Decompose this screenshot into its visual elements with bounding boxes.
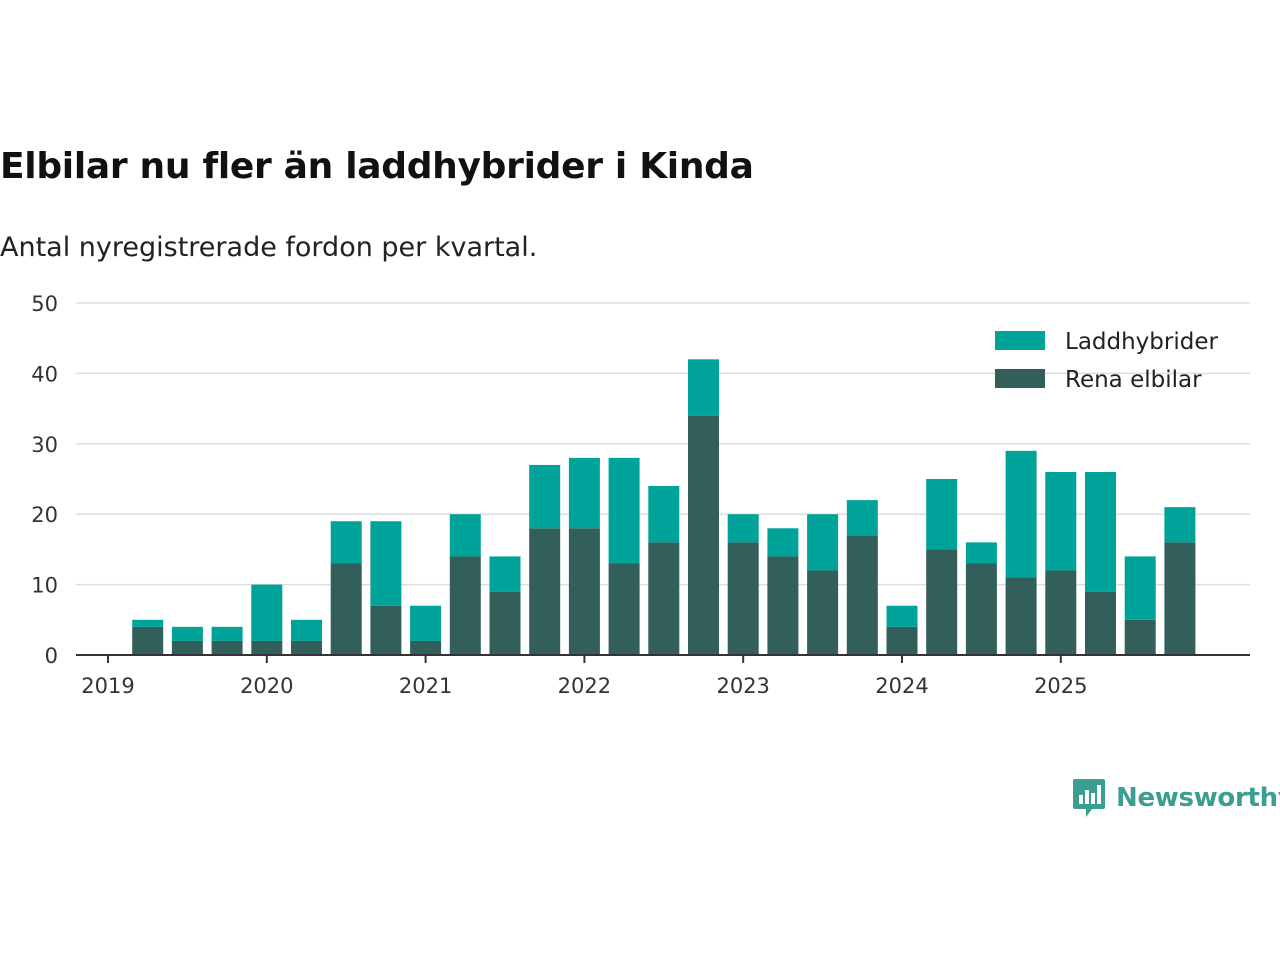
bar-laddhybrider-2024-q1 <box>886 605 918 627</box>
legend-swatch-rena-elbilar <box>995 369 1045 388</box>
bar-laddhybrider-2023-q1 <box>727 514 759 543</box>
x-tick-label-2020: 2020 <box>240 674 293 698</box>
newsworthy-logo-text: Newsworthy <box>1116 783 1280 813</box>
bar-laddhybrider-2021-q3 <box>489 556 521 592</box>
bar-rena-elbilar-2023-q4 <box>846 535 878 655</box>
legend-label-laddhybrider: Laddhybrider <box>1065 329 1218 355</box>
bar-laddhybrider-2025-q4 <box>1164 507 1196 543</box>
bar-laddhybrider-2020-q3 <box>330 521 362 564</box>
bar-rena-elbilar-2025-q3 <box>1124 619 1156 655</box>
x-tick-label-2024: 2024 <box>875 674 928 698</box>
bar-laddhybrider-2019-q2 <box>132 619 164 627</box>
bar-rena-elbilar-2021-q2 <box>449 556 481 655</box>
bar-laddhybrider-2021-q2 <box>449 514 481 557</box>
bar-laddhybrider-2022-q2 <box>608 457 640 564</box>
newsworthy-logo-icon <box>1073 779 1105 817</box>
bar-rena-elbilar-2023-q1 <box>727 542 759 655</box>
bars <box>132 359 1196 655</box>
stacked-bar-chart: 0 10 20 30 40 50 2019 2020 2021 2022 2023 2024 2025… <box>31 292 1250 698</box>
bar-rena-elbilar-2023-q3 <box>807 570 839 655</box>
bar-rena-elbilar-2024-q3 <box>965 563 997 655</box>
bar-rena-elbilar-2021-q4 <box>529 528 561 655</box>
bar-laddhybrider-2025-q1 <box>1045 471 1077 571</box>
bar-laddhybrider-2022-q3 <box>648 486 680 543</box>
bar-rena-elbilar-2022-q4 <box>688 415 719 655</box>
bar-rena-elbilar-2020-q2 <box>291 640 322 655</box>
bar-rena-elbilar-2023-q2 <box>767 556 799 655</box>
y-axis-ticks: 0 10 20 30 40 50 <box>31 292 58 668</box>
y-tick-label-30: 30 <box>31 433 58 457</box>
bar-laddhybrider-2023-q2 <box>767 528 799 557</box>
x-tick-label-2022: 2022 <box>558 674 611 698</box>
bar-rena-elbilar-2025-q4 <box>1164 542 1196 655</box>
bar-laddhybrider-2024-q3 <box>965 542 997 564</box>
bar-laddhybrider-2021-q4 <box>529 464 561 529</box>
bar-rena-elbilar-2022-q3 <box>648 542 680 655</box>
bar-laddhybrider-2025-q2 <box>1085 471 1116 592</box>
bar-rena-elbilar-2020-q4 <box>370 605 402 655</box>
bar-rena-elbilar-2022-q1 <box>568 528 600 655</box>
bar-laddhybrider-2019-q3 <box>171 626 203 641</box>
y-tick-label-0: 0 <box>45 644 58 668</box>
bar-laddhybrider-2022-q1 <box>568 457 600 529</box>
chart-subtitle: Antal nyregistrerade fordon per kvartal. <box>0 232 538 263</box>
bar-rena-elbilar-2021-q3 <box>489 591 521 655</box>
bar-rena-elbilar-2019-q4 <box>211 640 243 655</box>
bar-laddhybrider-2020-q4 <box>370 521 402 606</box>
x-axis-ticks: 2019 2020 2021 2022 2023 2024 2025 <box>81 655 1088 698</box>
legend-swatch-laddhybrider <box>995 331 1045 350</box>
bar-laddhybrider-2024-q2 <box>926 479 958 550</box>
x-tick-label-2025: 2025 <box>1034 674 1087 698</box>
bar-rena-elbilar-2020-q3 <box>330 563 362 655</box>
x-tick-label-2021: 2021 <box>399 674 452 698</box>
bar-rena-elbilar-2022-q2 <box>608 563 640 655</box>
legend-label-rena-elbilar: Rena elbilar <box>1065 367 1202 393</box>
bar-rena-elbilar-2025-q1 <box>1045 570 1077 655</box>
bar-laddhybrider-2019-q4 <box>211 626 243 641</box>
bar-laddhybrider-2025-q3 <box>1124 556 1156 620</box>
bar-rena-elbilar-2021-q1 <box>410 640 442 655</box>
chart-title: Elbilar nu fler än laddhybrider i Kinda <box>0 146 754 187</box>
x-tick-label-2023: 2023 <box>716 674 769 698</box>
x-tick-label-2019: 2019 <box>81 674 134 698</box>
bar-laddhybrider-2021-q1 <box>410 605 442 641</box>
bar-rena-elbilar-2024-q1 <box>886 626 918 655</box>
bar-laddhybrider-2020-q2 <box>291 619 322 641</box>
bar-laddhybrider-2024-q4 <box>1005 450 1037 578</box>
bar-rena-elbilar-2025-q2 <box>1085 591 1116 655</box>
bar-laddhybrider-2022-q4 <box>688 359 719 416</box>
bar-laddhybrider-2020-q1 <box>251 584 283 641</box>
y-tick-label-20: 20 <box>31 503 58 527</box>
newsworthy-logo: Newsworthy <box>1072 776 1280 820</box>
bar-rena-elbilar-2019-q2 <box>132 626 164 655</box>
legend: Laddhybrider Rena elbilar <box>995 329 1218 393</box>
bar-rena-elbilar-2024-q4 <box>1005 577 1037 655</box>
bar-rena-elbilar-2020-q1 <box>251 640 283 655</box>
bar-rena-elbilar-2024-q2 <box>926 549 958 655</box>
y-tick-label-40: 40 <box>31 362 58 386</box>
y-tick-label-50: 50 <box>31 292 58 316</box>
y-tick-label-10: 10 <box>31 574 58 598</box>
bar-laddhybrider-2023-q3 <box>807 514 839 571</box>
bar-laddhybrider-2023-q4 <box>846 500 878 536</box>
bar-rena-elbilar-2019-q3 <box>171 640 203 655</box>
